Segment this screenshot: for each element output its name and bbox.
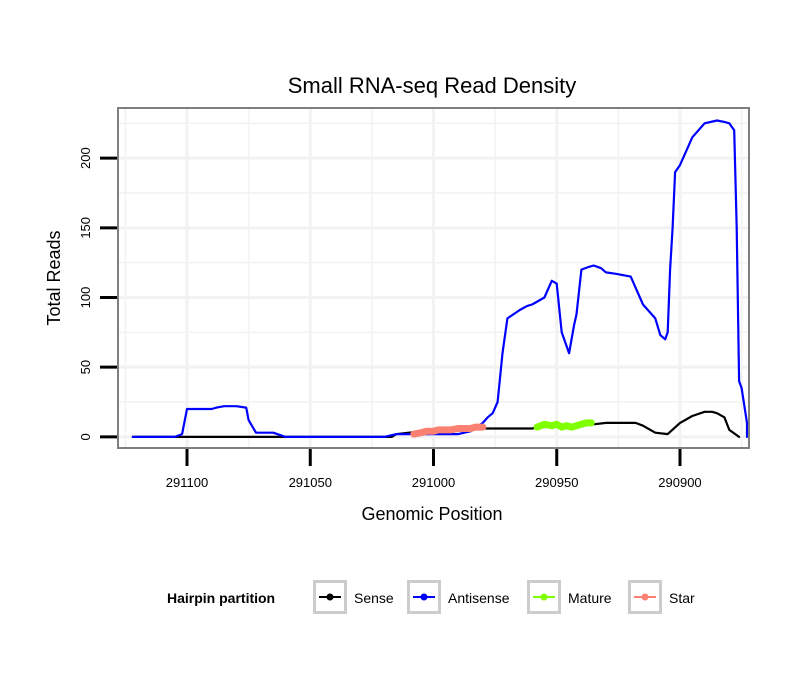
x-tick-label: 290950 — [535, 475, 578, 490]
x-axis-title: Genomic Position — [361, 504, 502, 524]
series-line-antisense — [131, 119, 749, 438]
series-line-star — [410, 423, 487, 438]
panel-border — [117, 107, 750, 449]
legend-key-point — [641, 593, 649, 601]
legend-label-sense: Sense — [354, 590, 394, 606]
legend-label-star: Star — [669, 590, 695, 606]
y-tick-label: 100 — [78, 287, 93, 309]
plot-panel — [117, 107, 750, 449]
series-lines — [131, 119, 749, 438]
x-tick-label: 290900 — [658, 475, 701, 490]
y-tick-label: 0 — [78, 433, 93, 440]
legend-key-point — [326, 593, 334, 601]
legend-key-point — [420, 593, 428, 601]
x-tick-label: 291100 — [166, 475, 208, 490]
y-tick-label: 200 — [78, 147, 93, 169]
y-tick-label: 50 — [78, 360, 93, 374]
legend-title: Hairpin partition — [167, 590, 275, 606]
legend-key-point — [540, 593, 548, 601]
x-axis: 291100 291050 291000 290950 290900 — [166, 449, 702, 490]
legend-label-antisense: Antisense — [448, 590, 510, 606]
y-axis: 0 50 100 150 200 — [78, 147, 117, 440]
y-axis-title: Total Reads — [44, 230, 64, 325]
x-tick-label: 291050 — [289, 475, 332, 490]
legend: Hairpin partition Sense Antisense Mature St… — [167, 580, 695, 614]
legend-label-mature: Mature — [568, 590, 612, 606]
x-tick-label: 291000 — [412, 475, 455, 490]
series-line-mature — [533, 419, 595, 431]
y-tick-label: 150 — [78, 217, 93, 239]
chart-title: Small RNA-seq Read Density — [288, 73, 577, 98]
